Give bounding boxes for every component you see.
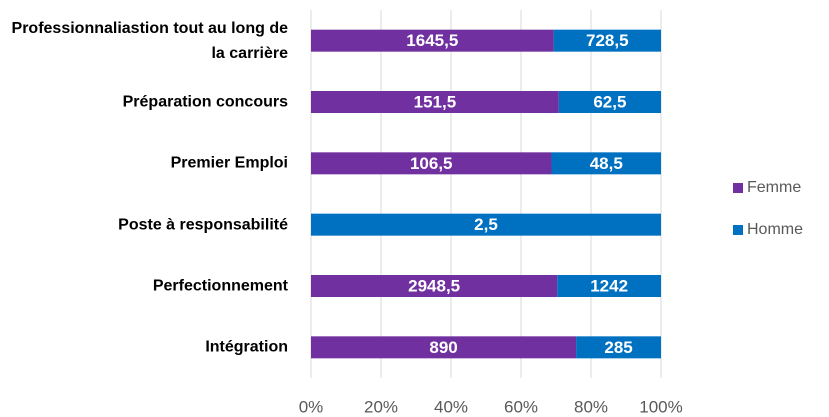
value-label: 1242 bbox=[590, 276, 628, 295]
x-tick-label: 100% bbox=[639, 397, 682, 416]
bar-segment bbox=[311, 29, 554, 52]
category-label: Poste à responsabilité bbox=[118, 216, 288, 234]
bar-segment bbox=[551, 152, 661, 175]
value-label: 2948,5 bbox=[408, 276, 460, 295]
legend-label: Homme bbox=[747, 221, 803, 238]
legend-label: Femme bbox=[747, 179, 801, 196]
bar-segment bbox=[558, 91, 661, 113]
bar-segment bbox=[557, 275, 661, 297]
value-label: 728,5 bbox=[586, 31, 629, 50]
x-tick-label: 20% bbox=[364, 397, 398, 416]
category-label: Intégration bbox=[205, 338, 288, 356]
category-label: Professionnaliastion tout au long de la … bbox=[11, 19, 288, 62]
x-tick-label: 60% bbox=[504, 397, 538, 416]
bar-segment bbox=[311, 91, 559, 113]
value-label: 106,5 bbox=[410, 154, 453, 173]
value-label: 2,5 bbox=[474, 215, 498, 234]
bar-segment bbox=[311, 275, 558, 297]
bar-segment bbox=[576, 336, 661, 359]
value-label: 285 bbox=[604, 338, 632, 357]
x-tick-label: 80% bbox=[574, 397, 608, 416]
value-label: 151,5 bbox=[414, 92, 457, 111]
value-label: 1645,5 bbox=[406, 31, 458, 50]
legend-swatch bbox=[733, 225, 743, 235]
bar-segment bbox=[311, 152, 552, 175]
value-label: 890 bbox=[429, 338, 457, 357]
category-label: Premier Emploi bbox=[170, 154, 288, 172]
x-tick-label: 40% bbox=[434, 397, 468, 416]
bar-segment bbox=[553, 29, 661, 52]
legend-swatch bbox=[733, 183, 743, 193]
category-label: Préparation concours bbox=[122, 93, 288, 111]
x-tick-label: 0% bbox=[299, 397, 324, 416]
category-label: Perfectionnement bbox=[152, 277, 288, 295]
value-label: 62,5 bbox=[593, 92, 626, 111]
bar-segment bbox=[311, 336, 577, 359]
bar-segment bbox=[311, 213, 661, 236]
value-label: 48,5 bbox=[590, 154, 623, 173]
